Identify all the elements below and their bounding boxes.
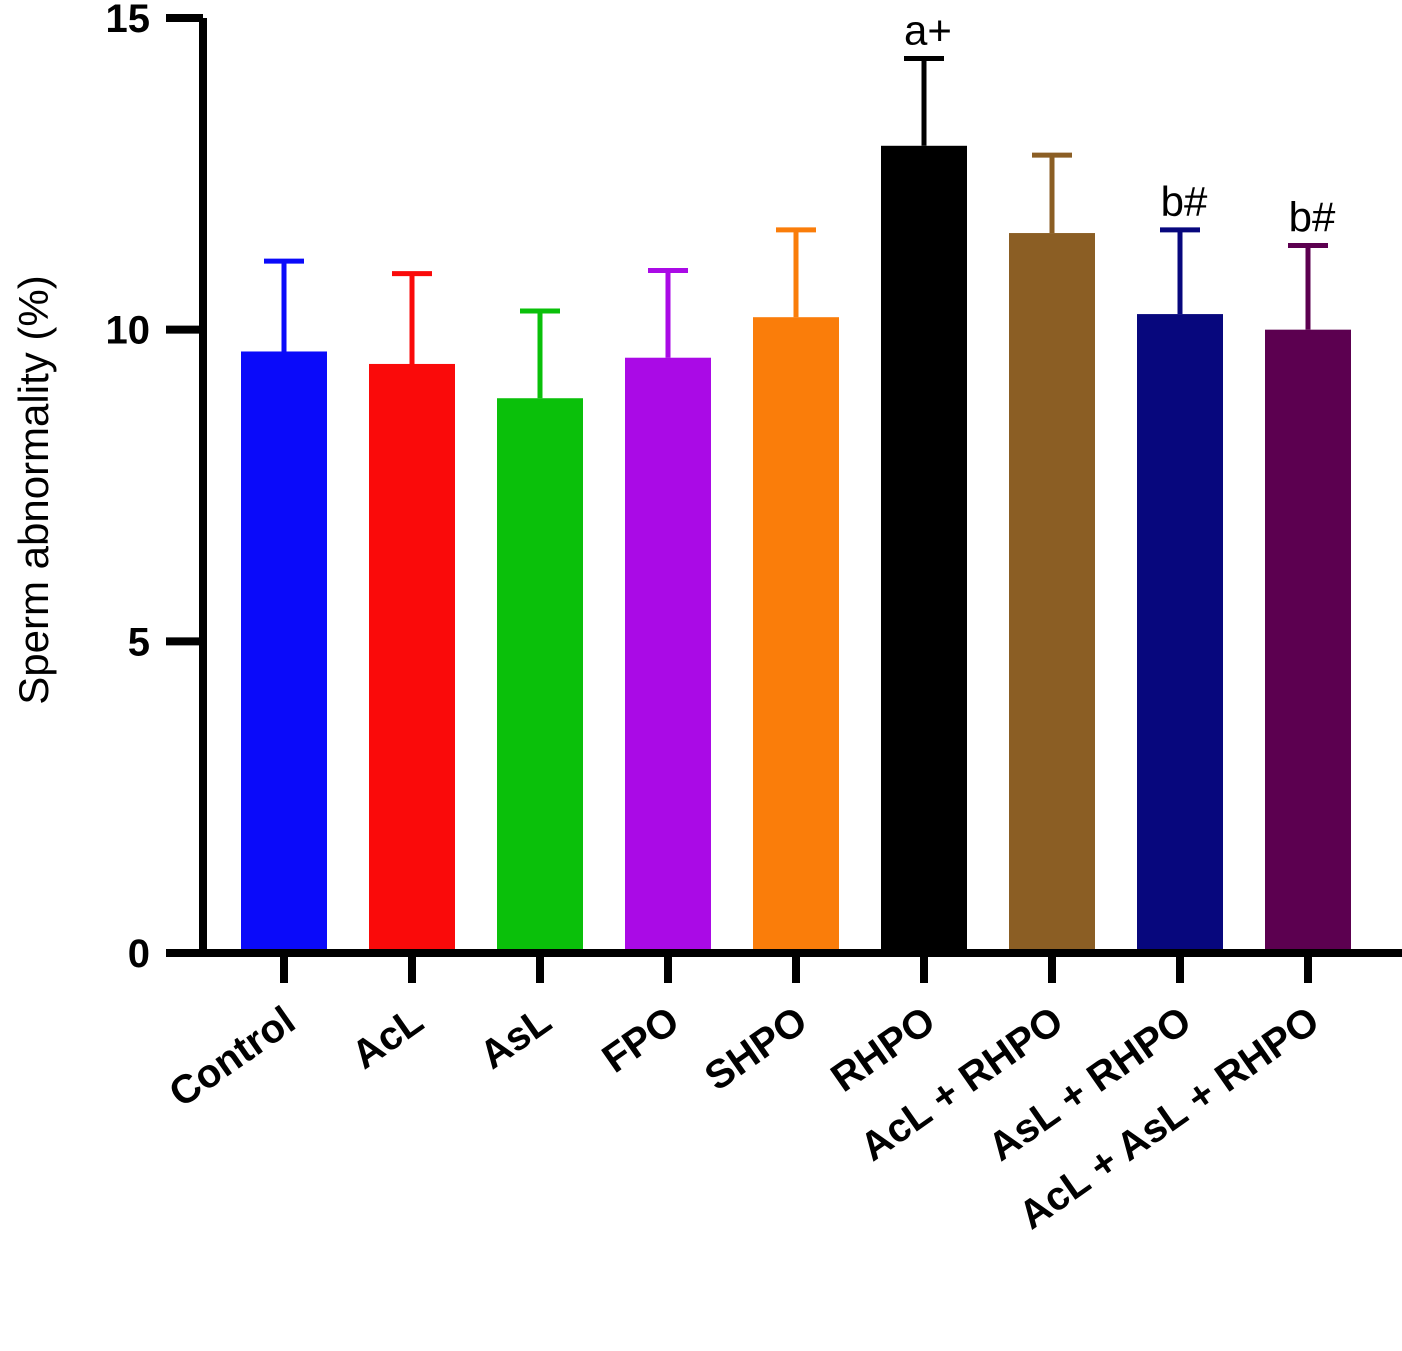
y-tick-label: 0 [128,932,150,976]
bars-layer: a+ b# b# [241,7,1351,953]
significance-label: b# [1161,178,1208,225]
bar [1137,314,1223,953]
bar [753,317,839,953]
bar [241,351,327,953]
bar [1265,330,1351,953]
y-tick-label: 10 [106,309,151,353]
x-tick-label: SHPO [697,998,815,1099]
x-tick-label: AcL [344,998,431,1077]
significance-label: a+ [904,7,952,54]
x-tick-label: Control [161,998,303,1116]
bar [1009,233,1095,953]
bar [881,146,967,953]
significance-label: b# [1289,194,1336,241]
y-tick-label: 5 [128,620,150,664]
x-tick-label: FPO [595,998,688,1081]
y-axis-label: Sperm abnormality (%) [10,275,57,704]
bar [369,364,455,953]
y-tick-label: 15 [106,0,151,41]
bar [497,398,583,953]
bar [625,358,711,953]
x-tick-label: AsL [472,998,559,1077]
